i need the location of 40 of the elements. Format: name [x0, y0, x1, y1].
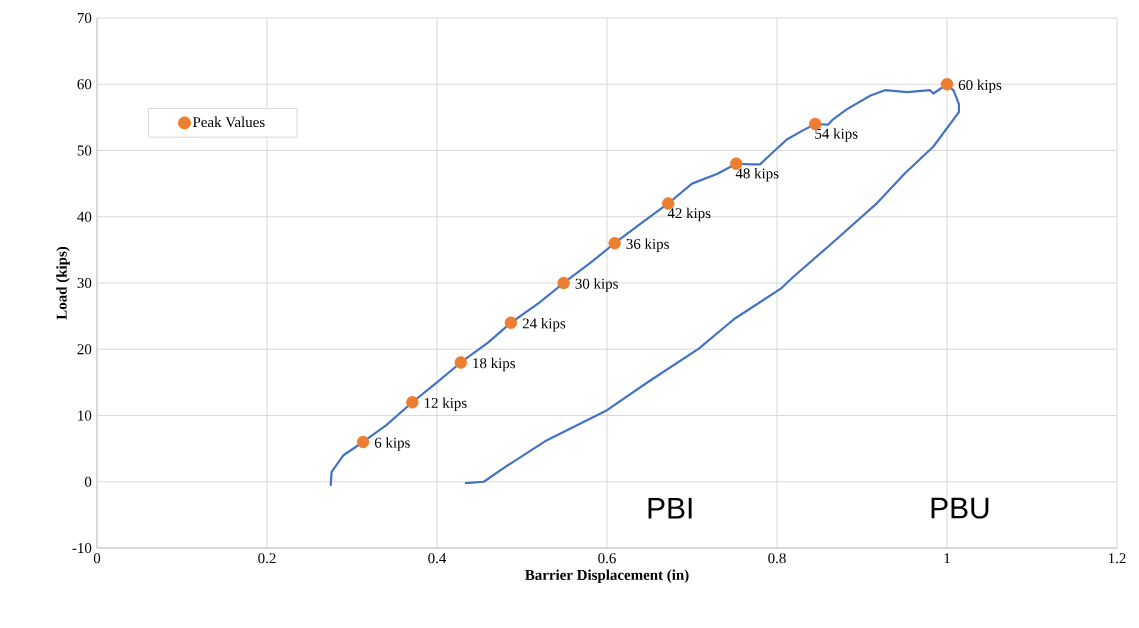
legend-label: Peak Values	[192, 116, 265, 128]
y-tick-label: -10	[72, 542, 92, 554]
x-tick-label: 1.2	[1108, 553, 1126, 564]
point	[356, 435, 370, 449]
y-tick-label: 70	[77, 12, 92, 24]
annotation: PBU	[931, 497, 989, 519]
data-label: 54 kips	[815, 128, 858, 142]
point	[662, 197, 675, 210]
data-label: 36 kips	[626, 238, 669, 253]
point	[504, 316, 518, 329]
point	[406, 396, 419, 409]
data-label: 12 kips	[424, 397, 467, 412]
x-tick-label: 0.6	[598, 553, 616, 564]
x-tick-label: 0.4	[428, 553, 447, 564]
y-axis-title: Load (kips)	[56, 246, 70, 320]
data-label: 42 kips	[667, 207, 711, 222]
point	[557, 276, 570, 290]
data-label: 60 kips	[958, 79, 1002, 94]
x-tick-label: 0.2	[258, 553, 276, 564]
data-label: 48 kips	[735, 167, 779, 182]
point	[940, 78, 954, 91]
y-tick-label: 60	[77, 79, 92, 90]
x-tick-label: 0	[93, 553, 101, 564]
x-axis-title: Barrier Displacement (in)	[525, 569, 689, 584]
y-tick-label: 0	[84, 476, 92, 487]
data-label: 24 kips	[522, 317, 566, 332]
annotation: PBI	[648, 497, 692, 519]
x-tick-label: 1	[944, 553, 950, 564]
point	[608, 237, 621, 250]
x-tick-label: 0.8	[768, 553, 786, 564]
y-tick-label: 30	[77, 277, 92, 289]
point	[454, 356, 468, 369]
y-tick-label: 50	[77, 145, 92, 156]
y-tick-label: 20	[77, 344, 92, 355]
data-label: 18 kips	[473, 357, 516, 372]
data-label: 30 kips	[575, 278, 618, 292]
y-tick-label: 40	[77, 211, 92, 222]
point	[730, 157, 743, 170]
data-label: 6 kips	[374, 437, 410, 451]
y-tick-label: 10	[78, 410, 92, 421]
